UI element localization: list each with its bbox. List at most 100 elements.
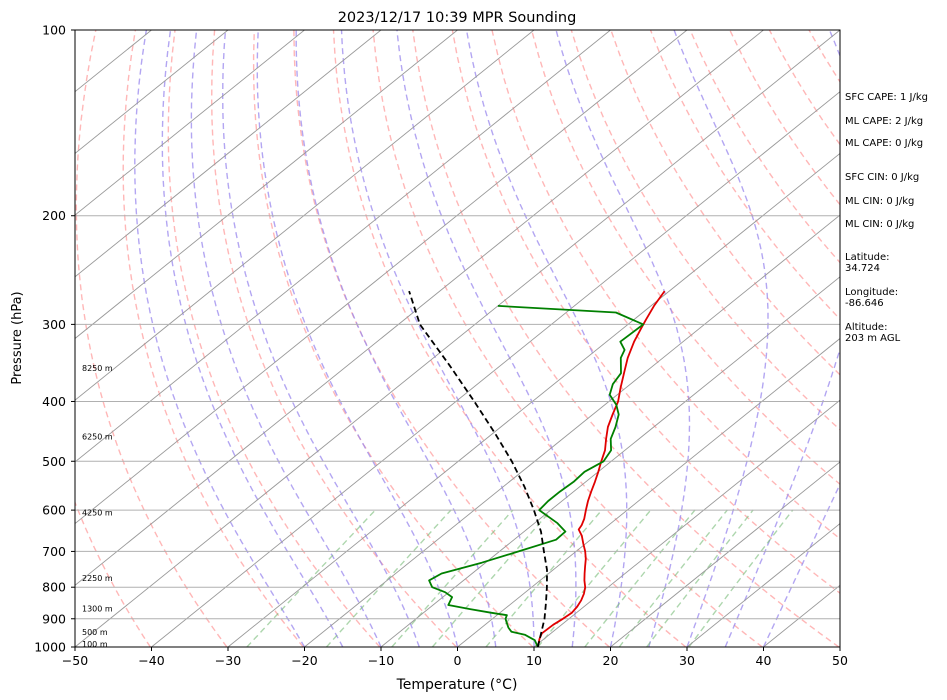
latitude-label: Latitude:	[845, 252, 890, 263]
mixing-ratio-line	[688, 509, 794, 647]
y-tick-label: 900	[42, 611, 66, 626]
moist-adiabat	[724, 30, 840, 647]
height-label: 100 m	[82, 640, 108, 649]
isotherm	[75, 30, 382, 278]
x-axis-label: Temperature (°C)	[396, 677, 518, 693]
parcel-profile	[408, 290, 548, 647]
x-tick-label: 10	[526, 653, 542, 668]
y-tick-label: 1000	[34, 640, 66, 655]
dry-adiabat	[252, 30, 534, 647]
mixing-ratio-line	[391, 509, 514, 647]
dewpoint-profile	[428, 305, 645, 647]
chart-title: 2023/12/17 10:39 MPR Sounding	[338, 10, 577, 26]
sfc-cin-text: SFC CIN: 0 J/kg	[845, 172, 920, 183]
altitude-value: 203 m AGL	[845, 333, 901, 344]
height-label: 1300 m	[82, 605, 113, 614]
isotherm	[304, 214, 840, 647]
height-label: 2250 m	[82, 574, 113, 583]
height-label: 8250 m	[82, 364, 113, 373]
x-tick-label: 50	[832, 653, 848, 668]
dry-adiabat	[928, 30, 947, 647]
profile-lines	[408, 290, 666, 647]
pressure-gridlines	[75, 215, 840, 620]
moist-adiabat	[134, 30, 306, 647]
dry-adiabat	[372, 30, 763, 647]
x-tick-label: −30	[215, 653, 241, 668]
mixing-ratio-line	[584, 509, 696, 647]
isotherm	[75, 30, 535, 401]
moist-adiabat	[190, 30, 382, 647]
isotherm	[75, 30, 229, 154]
dry-adiabat	[332, 30, 687, 647]
ml-cin-text: ML CIN: 0 J/kg	[845, 196, 915, 207]
dry-adiabat	[412, 30, 840, 647]
x-tick-label: 40	[756, 653, 772, 668]
isotherm	[533, 399, 840, 647]
ml-cape-2-text: ML CAPE: 0 J/kg	[845, 138, 924, 149]
moist-adiabat	[222, 30, 420, 647]
mixing-ratio-line	[485, 509, 603, 647]
moist-adiabat	[555, 30, 691, 647]
y-axis-label: Pressure (hPa)	[10, 291, 25, 384]
isotherm	[75, 30, 840, 647]
dry-adiabat	[649, 30, 840, 321]
dry-adiabat	[570, 30, 840, 431]
dry-adiabat	[610, 30, 840, 376]
x-axis: −50 −40 −30 −20 −10 0 10 20 30 40 50	[62, 647, 848, 668]
dry-adiabat	[75, 500, 151, 647]
dry-adiabat	[122, 30, 304, 647]
moist-adiabat	[673, 30, 769, 647]
dry-adiabat	[75, 30, 228, 647]
x-tick-label: 20	[603, 653, 619, 668]
mixing-ratio-line	[537, 509, 652, 647]
y-tick-label: 300	[42, 317, 66, 332]
height-label: 6250 m	[82, 433, 113, 442]
ml-cin-2-text: ML CIN: 0 J/kg	[845, 219, 915, 230]
altitude-label: Altitude:	[845, 322, 888, 333]
y-tick-label: 200	[42, 208, 66, 223]
longitude-label: Longitude:	[845, 287, 899, 298]
ml-cape-text: ML CAPE: 2 J/kg	[845, 116, 924, 127]
y-tick-label: 500	[42, 454, 66, 469]
moist-adiabat	[465, 30, 628, 647]
dry-adiabat	[451, 30, 840, 594]
x-tick-label: −20	[291, 653, 317, 668]
mixing-ratio-line	[431, 509, 552, 647]
isotherm	[75, 30, 688, 525]
y-tick-label: 600	[42, 503, 66, 518]
dry-adiabat	[293, 30, 610, 647]
y-tick-label: 800	[42, 580, 66, 595]
latitude-value: 34.724	[845, 263, 880, 274]
isotherm	[686, 523, 840, 647]
isotherm	[75, 30, 458, 340]
y-tick-label: 400	[42, 394, 66, 409]
dry-adiabat	[167, 30, 381, 647]
temperature-profile	[536, 290, 666, 647]
moist-adiabat	[256, 30, 459, 647]
sfc-cape-text: SFC CAPE: 1 J/kg	[845, 92, 928, 103]
moist-adiabat	[340, 30, 535, 647]
moist-adiabat	[161, 30, 344, 647]
mixing-ratio-line	[246, 509, 376, 647]
x-tick-label: −40	[138, 653, 164, 668]
reference-lines	[75, 30, 947, 647]
isotherm	[151, 91, 840, 647]
y-tick-label: 100	[42, 23, 66, 38]
height-label: 4250 m	[82, 508, 113, 517]
y-axis: 100 200 300 400 500 600 700 800 900 1000	[34, 23, 75, 655]
moist-adiabat	[295, 30, 497, 647]
x-tick-label: −10	[368, 653, 394, 668]
isotherm	[227, 152, 840, 647]
isotherm	[380, 276, 840, 647]
x-tick-label: 0	[454, 653, 462, 668]
moist-adiabat	[396, 30, 577, 647]
y-tick-label: 700	[42, 544, 66, 559]
longitude-value: -86.646	[845, 298, 884, 309]
x-tick-label: −50	[62, 653, 88, 668]
isotherm	[75, 30, 611, 463]
isotherm	[610, 461, 840, 647]
mixing-ratio-line	[646, 509, 754, 647]
height-label: 500 m	[82, 628, 108, 637]
x-tick-label: 30	[679, 653, 695, 668]
